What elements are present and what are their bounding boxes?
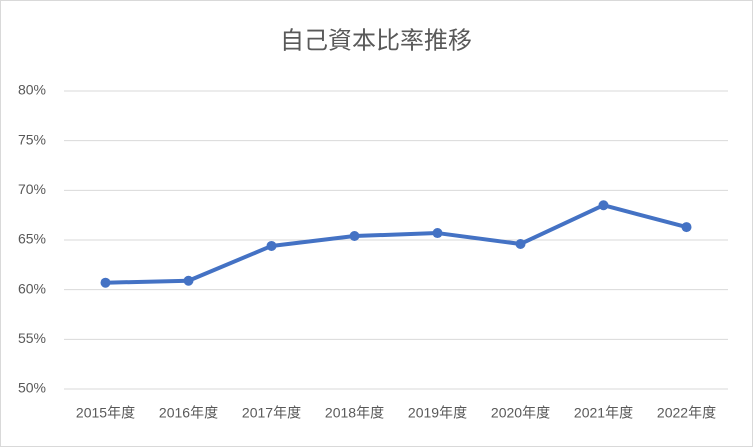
x-tick-label: 2015年度: [76, 405, 135, 421]
y-tick-label: 75%: [18, 131, 46, 147]
y-tick-label: 80%: [18, 82, 46, 98]
x-tick-label: 2021年度: [574, 405, 633, 421]
point: [432, 228, 443, 239]
y-tick-label: 70%: [18, 181, 46, 197]
point: [598, 200, 609, 211]
point: [266, 240, 277, 251]
point: [681, 222, 692, 233]
x-tick-label: 2017年度: [242, 405, 301, 421]
y-tick-label: 60%: [18, 280, 46, 296]
y-tick-label: 65%: [18, 231, 46, 247]
point: [100, 277, 111, 288]
x-tick-label: 2018年度: [325, 405, 384, 421]
x-tick-label: 2019年度: [408, 405, 467, 421]
x-tick-label: 2020年度: [491, 405, 550, 421]
point: [515, 238, 526, 249]
y-tick-label: 50%: [18, 380, 46, 396]
y-tick-label: 55%: [18, 330, 46, 346]
chart-title: 自己資本比率推移: [280, 27, 472, 54]
point: [349, 231, 360, 242]
x-tick-label: 2016年度: [159, 405, 218, 421]
point: [183, 275, 194, 286]
x-tick-label: 2022年度: [657, 405, 716, 421]
line: [103, 203, 689, 285]
